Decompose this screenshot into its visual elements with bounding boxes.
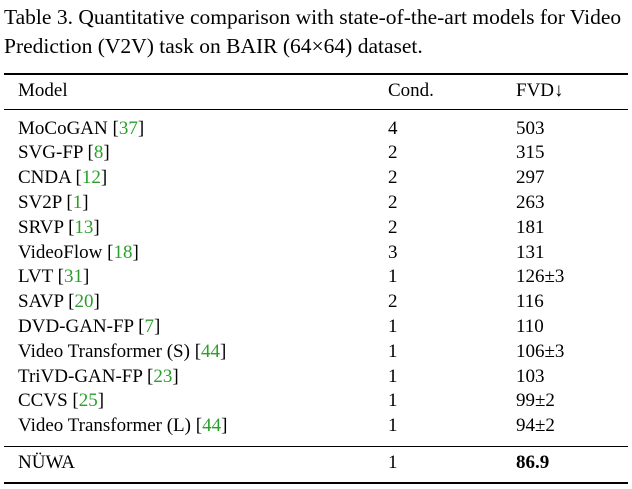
cond-cell: 1: [388, 390, 398, 412]
fvd-cell: 106±3: [516, 340, 565, 362]
model-cell: SAVP [20]: [18, 291, 100, 313]
table-row: TriVD-GAN-FP [23] 1 103: [0, 364, 632, 389]
fvd-cell: 263: [516, 191, 545, 213]
header-rule: [4, 109, 628, 110]
table-row: VideoFlow [18] 3 131: [0, 240, 632, 265]
ours-fvd: 86.9: [516, 452, 550, 473]
cond-cell: 2: [388, 291, 398, 313]
cond-cell: 2: [388, 142, 398, 164]
fvd-cell: 503: [516, 117, 545, 139]
header-fvd: FVD↓: [516, 80, 564, 101]
citation-link[interactable]: 23: [153, 365, 173, 387]
fvd-cell: 126±3: [516, 266, 565, 288]
cond-cell: 2: [388, 167, 398, 189]
table-row: SV2P [1] 2 263: [0, 190, 632, 215]
fvd-cell: 181: [516, 216, 545, 238]
table-row: Video Transformer (L) [44] 1 94±2: [0, 413, 632, 438]
citation-link[interactable]: 20: [74, 291, 94, 313]
ours-row: NÜWA 1 86.9: [0, 450, 632, 475]
citation-link[interactable]: 31: [63, 266, 83, 288]
model-name: LVT: [18, 266, 53, 288]
fvd-cell: 103: [516, 365, 545, 387]
cond-cell: 4: [388, 117, 398, 139]
fvd-cell: 99±2: [516, 390, 555, 412]
fvd-cell: 116: [516, 291, 544, 313]
fvd-cell: 110: [516, 315, 544, 337]
model-cell: VideoFlow [18]: [18, 241, 139, 263]
ours-model: NÜWA: [18, 452, 75, 473]
model-cell: TriVD-GAN-FP [23]: [18, 365, 179, 387]
model-name: VideoFlow: [18, 241, 103, 263]
top-rule: [4, 73, 628, 75]
citation-link[interactable]: 13: [74, 216, 94, 238]
table-row: SRVP [13] 2 181: [0, 215, 632, 240]
cond-cell: 1: [388, 365, 398, 387]
citation-link[interactable]: 44: [201, 340, 221, 362]
table-row: LVT [31] 1 126±3: [0, 264, 632, 289]
cond-cell: 2: [388, 191, 398, 213]
model-cell: DVD-GAN-FP [7]: [18, 315, 161, 337]
table-row: Video Transformer (S) [44] 1 106±3: [0, 339, 632, 364]
model-name: SVG-FP: [18, 142, 83, 164]
citation-link[interactable]: 8: [93, 142, 104, 164]
table-row: SAVP [20] 2 116: [0, 289, 632, 314]
citation-link[interactable]: 7: [144, 315, 155, 337]
header-model: Model: [18, 80, 68, 101]
model-name: SV2P: [18, 191, 62, 213]
ours-cond: 1: [388, 452, 398, 473]
model-name: SRVP: [18, 216, 64, 238]
model-cell: LVT [31]: [18, 266, 90, 288]
model-name: CCVS: [18, 390, 68, 412]
table-row: DVD-GAN-FP [7] 1 110: [0, 314, 632, 339]
table-row: SVG-FP [8] 2 315: [0, 140, 632, 165]
fvd-cell: 315: [516, 142, 545, 164]
cond-cell: 1: [388, 415, 398, 437]
header-row: Model Cond. FVD↓: [0, 78, 632, 103]
citation-link[interactable]: 18: [113, 241, 133, 263]
cond-cell: 2: [388, 216, 398, 238]
cond-cell: 1: [388, 340, 398, 362]
model-name: Video Transformer (L): [18, 415, 191, 437]
model-cell: MoCoGAN [37]: [18, 117, 145, 139]
model-cell: Video Transformer (L) [44]: [18, 415, 228, 437]
model-cell: SVG-FP [8]: [18, 142, 110, 164]
cond-cell: 1: [388, 315, 398, 337]
table-row: CNDA [12] 2 297: [0, 165, 632, 190]
model-cell: CCVS [25]: [18, 390, 105, 412]
bottom-rule: [4, 482, 628, 484]
cond-cell: 3: [388, 241, 398, 263]
table-row: CCVS [25] 1 99±2: [0, 388, 632, 413]
citation-link[interactable]: 25: [78, 390, 98, 412]
citation-link[interactable]: 12: [81, 167, 101, 189]
fvd-cell: 131: [516, 241, 545, 263]
model-name: MoCoGAN: [18, 117, 108, 139]
model-name: CNDA: [18, 167, 71, 189]
model-name: Video Transformer (S): [18, 340, 190, 362]
fvd-cell: 94±2: [516, 415, 555, 437]
model-cell: CNDA [12]: [18, 167, 108, 189]
table-caption: Table 3. Quantitative comparison with st…: [4, 5, 622, 58]
citation-link[interactable]: 1: [72, 191, 83, 213]
separator-rule: [4, 446, 628, 447]
model-cell: Video Transformer (S) [44]: [18, 340, 227, 362]
model-name: DVD-GAN-FP: [18, 315, 134, 337]
citation-link[interactable]: 44: [202, 415, 222, 437]
model-name: SAVP: [18, 291, 64, 313]
fvd-cell: 297: [516, 167, 545, 189]
model-cell: SRVP [13]: [18, 216, 100, 238]
model-cell: SV2P [1]: [18, 191, 89, 213]
cond-cell: 1: [388, 266, 398, 288]
table-row: MoCoGAN [37] 4 503: [0, 116, 632, 141]
model-name: TriVD-GAN-FP: [18, 365, 143, 387]
header-cond: Cond.: [388, 80, 434, 101]
citation-link[interactable]: 37: [118, 117, 138, 139]
